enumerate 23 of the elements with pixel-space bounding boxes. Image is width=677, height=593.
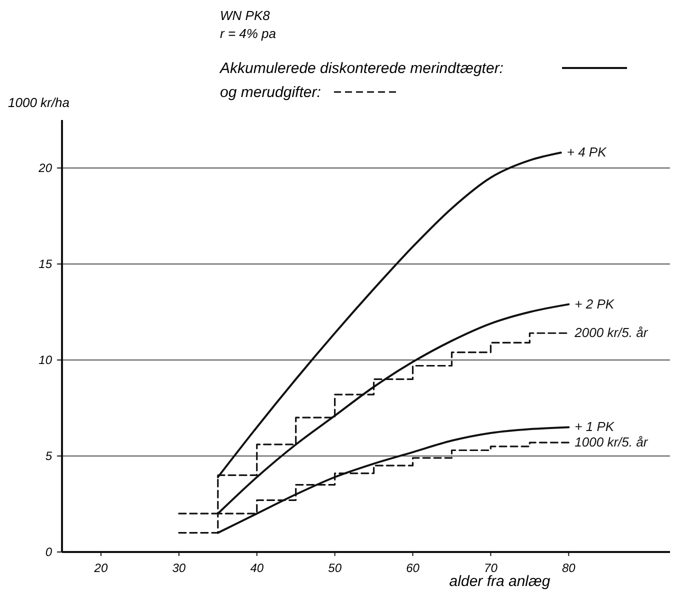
chart-subtitle: r = 4% pa bbox=[220, 26, 276, 41]
x-tick-label: 50 bbox=[328, 561, 342, 575]
y-tick-label: 15 bbox=[38, 257, 52, 271]
x-tick-label: 20 bbox=[93, 561, 108, 575]
y-tick-label: 20 bbox=[38, 161, 52, 175]
y-tick-label: 0 bbox=[45, 545, 52, 559]
text: Akkumulerede diskonterede merindtægter: bbox=[219, 60, 504, 77]
series-label: 2000 kr/5. år bbox=[574, 325, 648, 340]
text: og merudgifter: bbox=[220, 84, 321, 101]
x-axis-title: alder fra anlæg bbox=[449, 573, 551, 590]
series-label: 1000 kr/5. år bbox=[574, 434, 648, 450]
chart-title: WN PK8 bbox=[220, 8, 271, 23]
x-tick-label: 80 bbox=[562, 561, 576, 575]
series-label: + 1 PK bbox=[574, 419, 616, 434]
series-label: + 2 PK bbox=[574, 296, 616, 312]
y-tick-label: 10 bbox=[38, 353, 52, 367]
x-tick-label: 60 bbox=[406, 561, 420, 575]
x-tick-label: 70 bbox=[484, 561, 498, 575]
x-tick-label: 30 bbox=[172, 561, 186, 575]
series-label: + 4 PK bbox=[566, 144, 608, 160]
y-tick-label: 5 bbox=[45, 449, 52, 463]
y-axis-title: 1000 kr/ha bbox=[8, 95, 70, 110]
x-tick-label: 40 bbox=[250, 561, 264, 575]
